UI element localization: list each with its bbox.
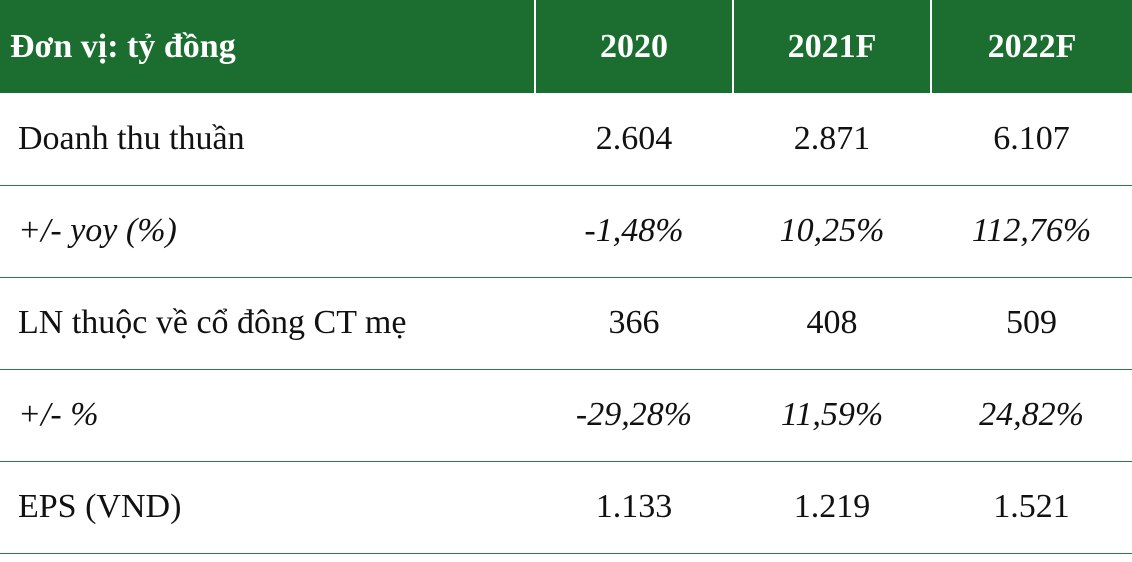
row-label: +/- yoy (%) [0, 185, 535, 278]
cell-value: 1.133 [535, 461, 733, 554]
cell-value: 24,82% [931, 369, 1132, 462]
table-header: Đơn vị: tỷ đồng 2020 2021F 2022F [0, 0, 1132, 93]
row-label: +/- % [0, 369, 535, 462]
cell-value: -1,48% [535, 185, 733, 278]
year-header-2022f: 2022F [930, 0, 1132, 93]
table-row-profit-change: +/- % -29,28% 11,59% 24,82% [0, 369, 1132, 462]
table-row-revenue-yoy: +/- yoy (%) -1,48% 10,25% 112,76% [0, 185, 1132, 278]
cell-value: 6.107 [931, 93, 1132, 186]
table-row-eps: EPS (VND) 1.133 1.219 1.521 [0, 461, 1132, 554]
cell-value: 10,25% [733, 185, 931, 278]
cell-value: 366 [535, 277, 733, 370]
cell-value: 11,59% [733, 369, 931, 462]
cell-value: 2.871 [733, 93, 931, 186]
header-row: Đơn vị: tỷ đồng 2020 2021F 2022F [0, 0, 1132, 93]
cell-value: -29,28% [535, 369, 733, 462]
row-label: Doanh thu thuần [0, 93, 535, 186]
row-label: LN thuộc về cổ đông CT mẹ [0, 277, 535, 370]
cell-value: 2.604 [535, 93, 733, 186]
cell-value: 408 [733, 277, 931, 370]
table-row-parent-profit: LN thuộc về cổ đông CT mẹ 366 408 509 [0, 277, 1132, 370]
unit-label-header: Đơn vị: tỷ đồng [10, 27, 236, 65]
cell-value: 1.219 [733, 461, 931, 554]
table-body: Doanh thu thuần 2.604 2.871 6.107 +/- yo… [0, 93, 1132, 554]
table-row-net-revenue: Doanh thu thuần 2.604 2.871 6.107 [0, 93, 1132, 186]
year-header-2020: 2020 [534, 0, 733, 93]
cell-value: 509 [931, 277, 1132, 370]
row-label: EPS (VND) [0, 461, 535, 554]
cell-value: 112,76% [931, 185, 1132, 278]
cell-value: 1.521 [931, 461, 1132, 554]
year-header-2021f: 2021F [732, 0, 931, 93]
